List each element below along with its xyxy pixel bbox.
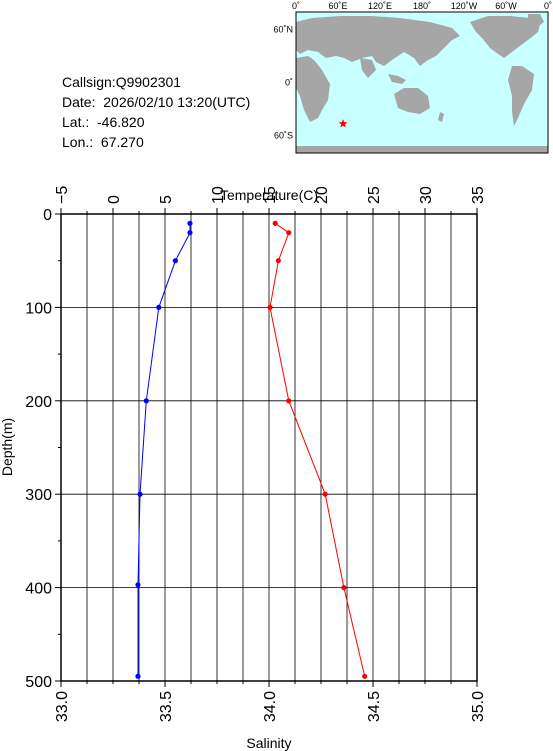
temperature-point [322, 491, 328, 497]
land-antarctica [296, 146, 548, 153]
map-lat-label: 60˚S [274, 130, 293, 140]
temperature-tick-label: 10 [210, 186, 227, 204]
temperature-tick-label: 15 [262, 186, 279, 204]
land-north-america [470, 16, 540, 58]
salinity-tick-label: 35.0 [470, 691, 487, 722]
temperature-point [275, 258, 281, 264]
map-lon-label: 0˚ [544, 1, 552, 11]
date-text: Date: 2026/02/10 13:20(UTC) [62, 94, 251, 110]
land-japan [428, 40, 434, 50]
map-lon-label: 60˚E [328, 1, 347, 11]
depth-axis-title: Depth(m) [0, 418, 15, 476]
callsign-text: Callsign:Q9902301 [62, 74, 182, 90]
depth-tick-label: 200 [25, 394, 52, 411]
land-greenland [528, 14, 544, 28]
land-australia [394, 88, 430, 114]
depth-tick-label: 400 [25, 581, 52, 598]
temperature-point [362, 673, 368, 679]
salinity-tick-label: 33.5 [158, 691, 175, 722]
salinity-tick-label: 34.0 [262, 691, 279, 722]
land-newzealand [438, 112, 444, 122]
land-india [360, 58, 376, 78]
temperature-point [272, 220, 278, 226]
land-eurasia [296, 16, 460, 66]
map-lon-label: 120˚W [451, 1, 478, 11]
salinity-point [187, 220, 193, 226]
station-info: Callsign:Q9902301 Date: 2026/02/10 13:20… [62, 72, 250, 152]
temperature-tick-label: 0 [106, 195, 123, 204]
land-indonesia [388, 74, 406, 84]
map-land [296, 14, 548, 153]
salinity-tick-label: 33.0 [54, 691, 71, 722]
salinity-axis-title: Salinity [246, 735, 291, 751]
station-marker [338, 119, 348, 128]
salinity-point [137, 491, 143, 497]
temperature-tick-label: −5 [54, 186, 71, 204]
salinity-tick-label: 34.5 [366, 691, 383, 722]
salinity-point [187, 230, 193, 236]
lon-text: Lon.: 67.270 [62, 134, 144, 150]
salinity-point [143, 398, 149, 404]
salinity-point [135, 673, 141, 679]
temperature-tick-label: 30 [418, 186, 435, 204]
temperature-point [286, 398, 292, 404]
map-lon-label: 60˚W [495, 1, 517, 11]
land-africa [296, 56, 330, 122]
lat-text: Lat.: -46.820 [62, 114, 145, 130]
temperature-point [267, 304, 273, 310]
map-lon-label: 180˚ [413, 1, 431, 11]
depth-tick-label: 300 [25, 487, 52, 504]
salinity-point [172, 258, 178, 264]
temperature-tick-label: 5 [158, 195, 175, 204]
map-lon-label: 120˚E [368, 1, 392, 11]
land-south-america [508, 66, 534, 126]
salinity-point [135, 582, 141, 588]
temperature-line [269, 222, 366, 677]
depth-tick-label: 500 [25, 674, 52, 691]
map-lon-label: 0˚ [292, 1, 300, 11]
temperature-point [286, 230, 292, 236]
temperature-axis-title: Temperature(C) [220, 187, 318, 203]
depth-tick-label: 100 [25, 300, 52, 317]
temperature-tick-label: 35 [470, 186, 487, 204]
temperature-tick-label: 20 [314, 186, 331, 204]
salinity-line [137, 223, 191, 677]
temperature-tick-label: 25 [366, 186, 383, 204]
temperature-point [341, 585, 347, 591]
salinity-point [156, 304, 162, 310]
depth-tick-label: 0 [43, 207, 52, 224]
map-lat-label: 60˚N [273, 25, 293, 35]
map-lat-label: 0˚ [285, 78, 293, 88]
